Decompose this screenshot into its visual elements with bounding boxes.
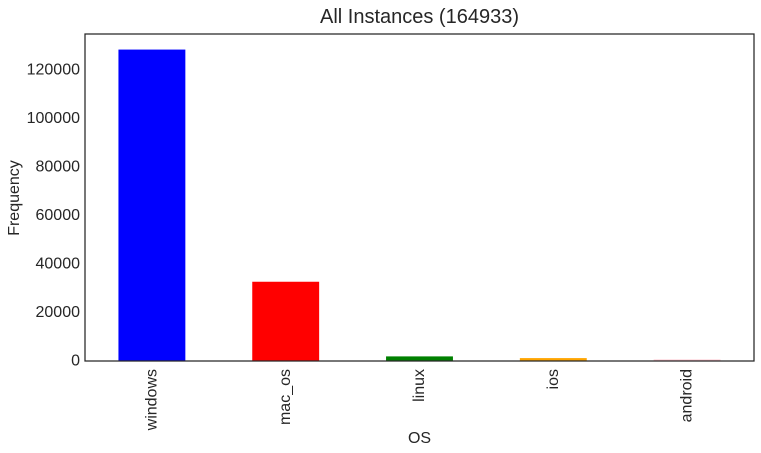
- y-tick-label: 80000: [36, 159, 81, 176]
- x-tick-label: mac_os: [277, 369, 294, 425]
- y-tick-label: 60000: [36, 207, 81, 224]
- x-tick-label: android: [679, 369, 696, 422]
- y-tick-label: 20000: [36, 304, 81, 321]
- y-tick-label: 120000: [27, 62, 80, 79]
- x-axis-ticks: windows mac_os linux ios android: [143, 369, 695, 431]
- y-tick-label: 0: [71, 353, 80, 370]
- bars-group: [118, 49, 721, 361]
- chart-title: All Instances (164933): [320, 6, 519, 28]
- y-axis-ticks: 0 20000 40000 60000 80000 100000 120000: [27, 62, 80, 370]
- bar-linux: [386, 356, 453, 361]
- y-axis-label: Frequency: [6, 160, 23, 236]
- y-tick-label: 100000: [27, 110, 80, 127]
- x-axis-label: OS: [408, 430, 431, 447]
- y-tick-label: 40000: [36, 256, 81, 273]
- bar-windows: [118, 49, 186, 361]
- plot-frame: [84, 33, 755, 362]
- x-tick-label: linux: [411, 369, 428, 402]
- x-tick-label: ios: [545, 369, 562, 389]
- bar-android: [653, 359, 721, 361]
- x-tick-label: windows: [143, 369, 160, 431]
- bar-ios: [519, 358, 587, 361]
- bar-mac-os: [252, 281, 320, 361]
